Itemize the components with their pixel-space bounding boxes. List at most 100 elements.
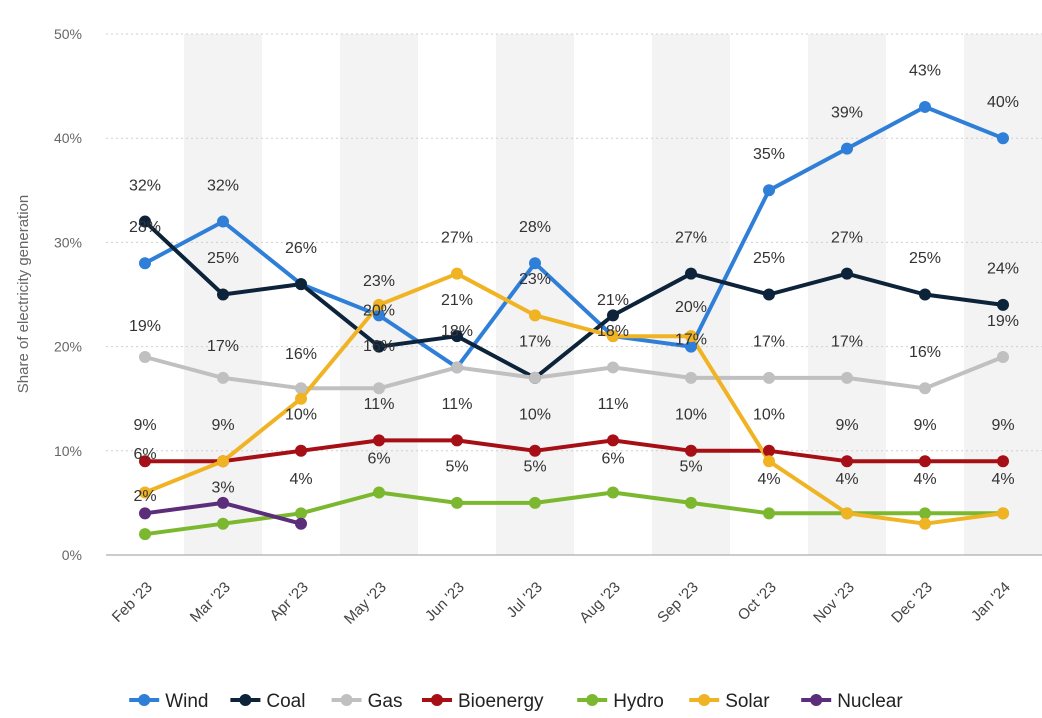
legend-item-wind[interactable]: Wind <box>129 691 208 712</box>
point-bioenergy[interactable] <box>373 434 385 447</box>
point-wind[interactable] <box>919 100 931 113</box>
x-tick-label: Sep '23 <box>654 579 702 627</box>
point-gas[interactable] <box>139 351 151 364</box>
data-label: 28% <box>519 219 551 236</box>
point-gas[interactable] <box>295 382 307 395</box>
point-gas[interactable] <box>841 371 853 384</box>
point-solar[interactable] <box>997 507 1009 520</box>
point-hydro[interactable] <box>607 486 619 499</box>
point-bioenergy[interactable] <box>841 455 853 468</box>
point-hydro[interactable] <box>373 486 385 499</box>
point-wind[interactable] <box>763 184 775 197</box>
point-coal[interactable] <box>607 309 619 322</box>
point-bioenergy[interactable] <box>139 455 151 468</box>
legend-marker-wind <box>138 694 151 706</box>
point-coal[interactable] <box>295 278 307 291</box>
band-9 <box>808 34 886 555</box>
point-solar[interactable] <box>139 486 151 499</box>
data-label: 19% <box>129 318 161 335</box>
series-points <box>139 100 1009 541</box>
point-solar[interactable] <box>919 517 931 530</box>
x-tick-label: Jul '23 <box>503 579 545 621</box>
point-coal[interactable] <box>685 267 697 280</box>
point-nuclear[interactable] <box>295 517 307 530</box>
point-hydro[interactable] <box>919 507 931 520</box>
legend-marker-gas <box>340 694 353 706</box>
point-wind[interactable] <box>997 132 1009 145</box>
point-hydro[interactable] <box>685 496 697 509</box>
point-coal[interactable] <box>139 215 151 228</box>
data-label: 6% <box>367 450 390 467</box>
point-gas[interactable] <box>763 371 775 384</box>
data-label: 16% <box>285 346 317 363</box>
x-tick-label: Jan '24 <box>968 579 1014 625</box>
point-bioenergy[interactable] <box>685 444 697 457</box>
point-gas[interactable] <box>451 361 463 374</box>
point-bioenergy[interactable] <box>451 434 463 447</box>
point-hydro[interactable] <box>295 507 307 520</box>
y-tick-label: 20% <box>54 339 82 355</box>
data-label: 6% <box>601 450 624 467</box>
point-solar[interactable] <box>685 330 697 343</box>
point-wind[interactable] <box>373 309 385 322</box>
point-gas[interactable] <box>685 371 697 384</box>
point-solar[interactable] <box>529 309 541 322</box>
point-wind[interactable] <box>217 215 229 228</box>
point-gas[interactable] <box>373 382 385 395</box>
legend[interactable]: Wind Coal Gas Bioenergy Hydro Solar Nuclear <box>129 691 903 712</box>
data-label: 17% <box>207 338 239 355</box>
point-coal[interactable] <box>919 288 931 301</box>
point-nuclear[interactable] <box>217 496 229 509</box>
point-hydro[interactable] <box>763 507 775 520</box>
legend-item-coal[interactable]: Coal <box>230 691 305 712</box>
point-coal[interactable] <box>841 267 853 280</box>
point-bioenergy[interactable] <box>529 444 541 457</box>
point-coal[interactable] <box>217 288 229 301</box>
legend-item-solar[interactable]: Solar <box>689 691 770 712</box>
point-coal[interactable] <box>451 330 463 343</box>
y-axis-ticks: 0% 10% 20% 30% 40% 50% <box>54 26 82 563</box>
point-solar[interactable] <box>373 298 385 311</box>
point-coal[interactable] <box>373 340 385 353</box>
data-label: 43% <box>909 63 941 80</box>
point-bioenergy[interactable] <box>295 444 307 457</box>
point-solar[interactable] <box>217 455 229 468</box>
point-bioenergy[interactable] <box>607 434 619 447</box>
x-tick-label: Dec '23 <box>888 579 936 627</box>
point-bioenergy[interactable] <box>763 444 775 457</box>
point-solar[interactable] <box>451 267 463 280</box>
data-label: 20% <box>675 299 707 316</box>
point-coal[interactable] <box>997 298 1009 311</box>
legend-item-nuclear[interactable]: Nuclear <box>801 691 903 712</box>
legend-item-hydro[interactable]: Hydro <box>577 691 664 712</box>
point-coal[interactable] <box>763 288 775 301</box>
point-wind[interactable] <box>841 142 853 155</box>
point-hydro[interactable] <box>139 528 151 541</box>
legend-label-nuclear: Nuclear <box>837 691 903 712</box>
point-solar[interactable] <box>763 455 775 468</box>
legend-marker-nuclear <box>810 694 823 706</box>
legend-label-gas: Gas <box>368 691 403 712</box>
point-solar[interactable] <box>841 507 853 520</box>
legend-item-gas[interactable]: Gas <box>331 691 403 712</box>
point-gas[interactable] <box>607 361 619 374</box>
point-bioenergy[interactable] <box>997 455 1009 468</box>
point-wind[interactable] <box>139 257 151 270</box>
data-label: 21% <box>597 292 629 309</box>
point-solar[interactable] <box>295 392 307 405</box>
point-gas[interactable] <box>919 382 931 395</box>
point-solar[interactable] <box>607 330 619 343</box>
point-wind[interactable] <box>685 340 697 353</box>
point-gas[interactable] <box>529 371 541 384</box>
legend-item-bioenergy[interactable]: Bioenergy <box>422 691 544 712</box>
point-hydro[interactable] <box>217 517 229 530</box>
legend-label-wind: Wind <box>165 691 208 712</box>
point-nuclear[interactable] <box>139 507 151 520</box>
point-wind[interactable] <box>529 257 541 270</box>
point-hydro[interactable] <box>451 496 463 509</box>
point-gas[interactable] <box>217 371 229 384</box>
point-hydro[interactable] <box>529 496 541 509</box>
point-bioenergy[interactable] <box>919 455 931 468</box>
data-label: 20% <box>363 302 395 319</box>
point-gas[interactable] <box>997 351 1009 364</box>
